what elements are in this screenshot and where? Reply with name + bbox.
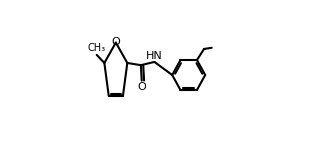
Text: O: O — [137, 82, 146, 92]
Text: CH₃: CH₃ — [87, 43, 105, 53]
Text: O: O — [111, 37, 120, 47]
Text: HN: HN — [146, 51, 163, 61]
